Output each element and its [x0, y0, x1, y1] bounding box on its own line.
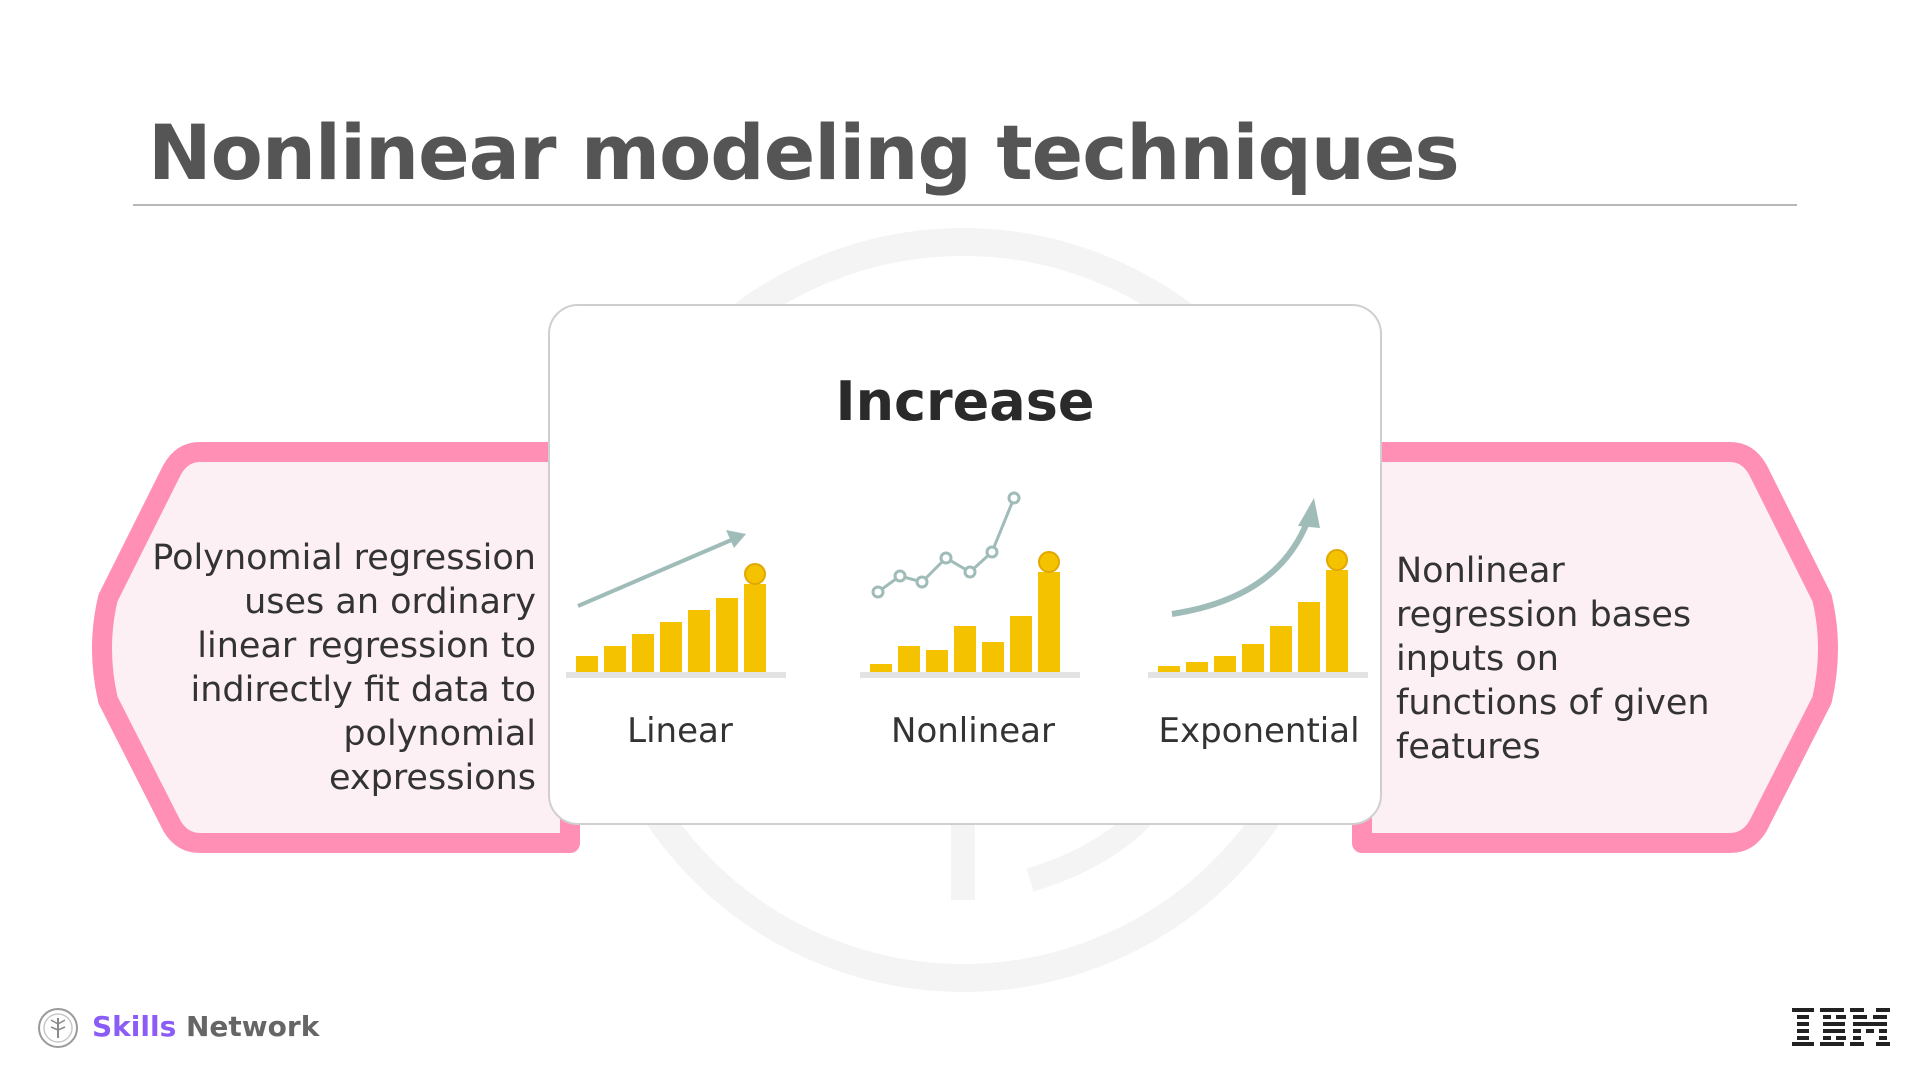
- nonlinear-growth-chart-icon: [860, 491, 1080, 678]
- exponential-growth-chart-icon: [1148, 498, 1368, 678]
- card-title: Increase: [835, 370, 1095, 433]
- title-divider: [133, 204, 1797, 206]
- brand-secondary: Network: [186, 1010, 320, 1043]
- slide-title: Nonlinear modeling techniques: [148, 108, 1460, 197]
- increase-card: Increase Linear Nonlinear: [548, 304, 1382, 825]
- chart-label-linear: Linear: [627, 711, 733, 751]
- linear-growth-chart-icon: [566, 530, 786, 678]
- ibm-logo: [1792, 1008, 1890, 1046]
- chart-label-nonlinear: Nonlinear: [891, 711, 1055, 751]
- brand-primary: Skills: [92, 1010, 177, 1043]
- chart-label-exponential: Exponential: [1158, 711, 1360, 751]
- right-panel-text: Nonlinear regression bases inputs on fun…: [1396, 551, 1710, 767]
- left-panel-text: Polynomial regression uses an ordinary l…: [152, 538, 536, 798]
- skills-network-tree-icon: [38, 1008, 78, 1048]
- skills-network-brand: Skills Network: [92, 1010, 319, 1043]
